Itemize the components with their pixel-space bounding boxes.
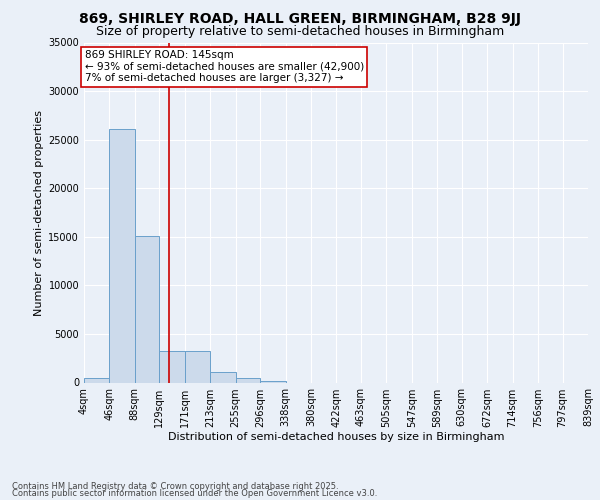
- Bar: [236, 378, 260, 382]
- Bar: [160, 352, 185, 382]
- Bar: [84, 378, 109, 382]
- Text: Size of property relative to semi-detached houses in Birmingham: Size of property relative to semi-detach…: [96, 25, 504, 38]
- Bar: [210, 372, 236, 382]
- Text: 869 SHIRLEY ROAD: 145sqm
← 93% of semi-detached houses are smaller (42,900)
7% o: 869 SHIRLEY ROAD: 145sqm ← 93% of semi-d…: [85, 50, 364, 84]
- X-axis label: Distribution of semi-detached houses by size in Birmingham: Distribution of semi-detached houses by …: [168, 432, 504, 442]
- Text: 869, SHIRLEY ROAD, HALL GREEN, BIRMINGHAM, B28 9JJ: 869, SHIRLEY ROAD, HALL GREEN, BIRMINGHA…: [79, 12, 521, 26]
- Bar: [109, 129, 135, 382]
- Y-axis label: Number of semi-detached properties: Number of semi-detached properties: [34, 110, 44, 316]
- Bar: [260, 381, 286, 382]
- Text: Contains HM Land Registry data © Crown copyright and database right 2025.: Contains HM Land Registry data © Crown c…: [12, 482, 338, 491]
- Bar: [185, 352, 210, 382]
- Text: Contains public sector information licensed under the Open Government Licence v3: Contains public sector information licen…: [12, 489, 377, 498]
- Bar: [135, 236, 160, 382]
